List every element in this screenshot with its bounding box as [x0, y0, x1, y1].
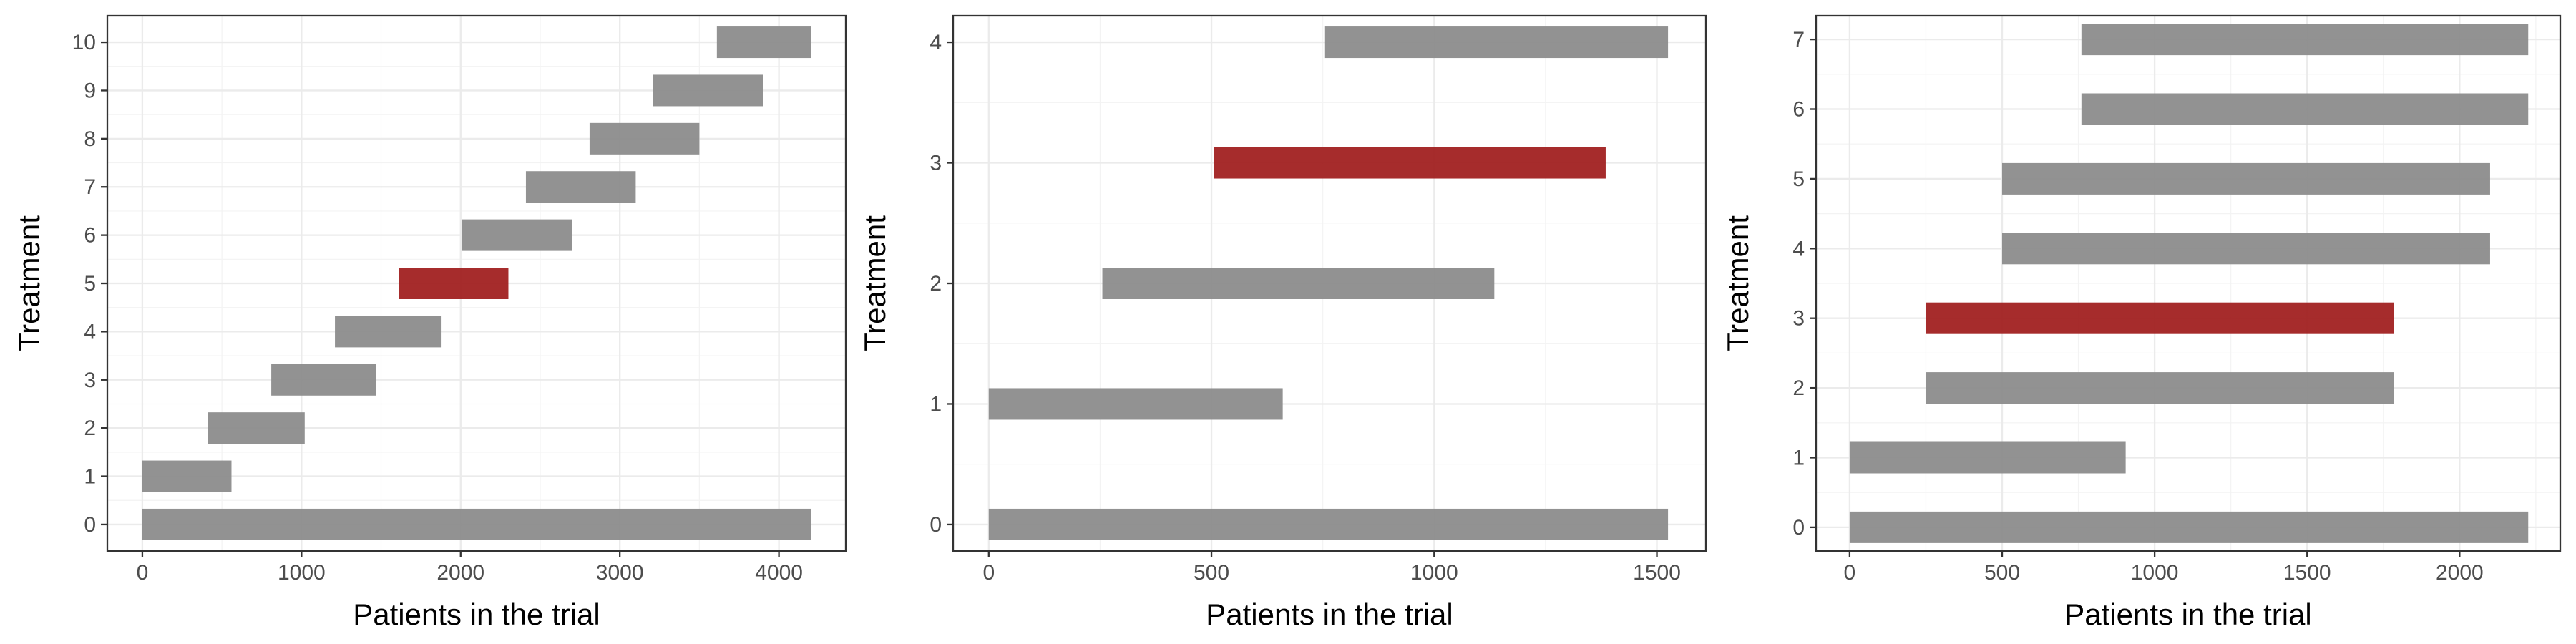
bar-treatment-4: [2002, 233, 2490, 265]
bar-treatment-8: [589, 122, 700, 155]
bar-treatment-2: [208, 412, 305, 444]
y-tick-label: 3: [930, 152, 942, 175]
x-tick-label: 1000: [2131, 561, 2179, 585]
bar-treatment-1: [1849, 441, 2126, 474]
bars: [1849, 24, 2529, 543]
x-tick-label: 3000: [596, 561, 644, 585]
y-tick-label: 0: [84, 513, 96, 537]
x-axis-title: Patients in the trial: [2064, 597, 2312, 631]
y-axis: 0 1 2 3 4: [930, 31, 953, 537]
x-tick-label: 500: [1194, 561, 1229, 585]
x-axis: 0 500 1000 1500 2000: [1844, 551, 2484, 585]
bar-treatment-6: [2081, 93, 2529, 125]
x-tick-label: 0: [137, 561, 149, 585]
y-tick-label: 7: [1792, 28, 1805, 52]
y-tick-label: 9: [84, 79, 96, 102]
x-tick-label: 0: [1844, 561, 1856, 585]
y-tick-label: 5: [84, 272, 96, 296]
y-tick-label: 8: [84, 127, 96, 151]
bar-treatment-10: [716, 26, 811, 59]
y-tick-label: 0: [1792, 516, 1805, 540]
bar-treatment-1: [142, 460, 232, 492]
y-axis: 0 1 2 3 4 5 6 7 8 9 10: [72, 31, 107, 537]
y-tick-label: 2: [930, 272, 942, 296]
x-axis-title: Patients in the trial: [353, 597, 600, 631]
y-tick-label: 6: [1792, 98, 1805, 122]
x-axis: 0 500 1000 1500: [982, 551, 1681, 585]
bar-treatment-4: [335, 316, 442, 348]
bar-treatment-4: [1324, 26, 1669, 59]
bar-treatment-9: [653, 74, 763, 107]
y-tick-label: 2: [84, 416, 96, 440]
bar-treatment-3-highlighted: [1926, 302, 2394, 334]
y-tick-label: 1: [84, 465, 96, 489]
y-tick-label: 10: [72, 31, 96, 54]
y-tick-label: 2: [1792, 376, 1805, 400]
x-tick-label: 2000: [436, 561, 484, 585]
bar-treatment-2: [1102, 268, 1495, 299]
x-tick-label: 2000: [2436, 561, 2484, 585]
y-tick-label: 1: [930, 392, 942, 416]
y-tick-label: 3: [1792, 307, 1805, 331]
y-axis-title: Treatment: [12, 215, 46, 351]
y-tick-label: 4: [930, 31, 942, 54]
x-tick-label: 4000: [755, 561, 803, 585]
x-axis-title: Patients in the trial: [1206, 597, 1453, 631]
y-tick-label: 3: [84, 369, 96, 392]
bar-treatment-0: [988, 508, 1669, 540]
y-tick-label: 4: [84, 320, 96, 343]
x-tick-label: 1000: [1410, 561, 1458, 585]
panel-border: [1815, 14, 2562, 552]
bars: [142, 26, 811, 540]
bar-treatment-1: [988, 388, 1283, 420]
y-axis: 0 1 2 3 4 5 6 7: [1792, 28, 1816, 540]
y-tick-label: 7: [84, 175, 96, 199]
bar-treatment-5: [2002, 162, 2490, 195]
y-tick-label: 6: [84, 224, 96, 248]
chart-panel-1: 0 1000 2000 3000 4000 0 1 2 3 4 5 6 7 8 9 10 Patients in…: [12, 14, 847, 631]
y-tick-label: 5: [1792, 167, 1805, 191]
chart-panel-3: 0 500 1000 1500 2000 0 1 2 3 4 5 6 7 Patients in the …: [1721, 14, 2562, 631]
x-tick-label: 500: [1984, 561, 2020, 585]
bar-treatment-5-highlighted: [399, 268, 509, 299]
x-tick-label: 0: [982, 561, 995, 585]
bar-treatment-3: [271, 364, 376, 396]
y-axis-title: Treatment: [1721, 215, 1755, 351]
bar-treatment-7: [525, 171, 636, 203]
bars: [988, 26, 1669, 540]
y-tick-label: 0: [930, 513, 942, 537]
x-axis: 0 1000 2000 3000 4000: [137, 551, 803, 585]
x-tick-label: 1000: [278, 561, 326, 585]
bar-treatment-3-highlighted: [1214, 147, 1606, 179]
y-axis-title: Treatment: [858, 215, 892, 351]
x-tick-label: 1500: [2283, 561, 2331, 585]
bar-treatment-2: [1926, 372, 2394, 404]
y-tick-label: 4: [1792, 237, 1805, 260]
bar-treatment-6: [462, 219, 572, 251]
y-tick-label: 1: [1792, 446, 1805, 469]
x-tick-label: 1500: [1633, 561, 1681, 585]
bar-treatment-7: [2081, 24, 2529, 56]
chart-panel-2: 0 500 1000 1500 0 1 2 3 4 Patients in the trial Tr…: [858, 14, 1707, 631]
bar-treatment-0: [142, 508, 811, 540]
bar-treatment-0: [1849, 511, 2529, 543]
